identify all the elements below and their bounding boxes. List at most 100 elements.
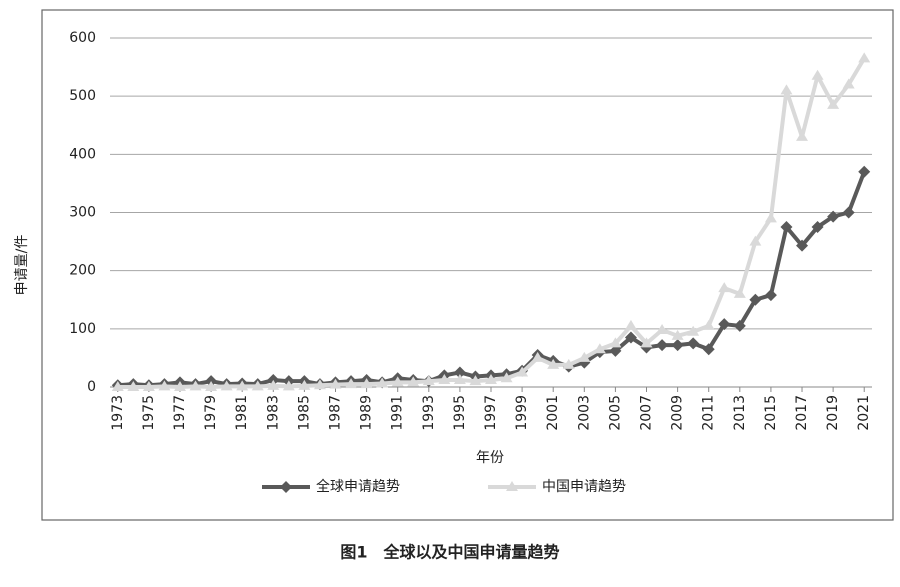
triangle-marker [593,343,606,354]
y-tick-label: 100 [69,321,96,337]
x-tick-label: 1977 [172,395,188,431]
diamond-marker [842,206,855,219]
x-tick-label: 2015 [763,395,779,431]
triangle-marker [111,381,124,391]
x-tick-label: 1997 [483,395,499,431]
triangle-marker [749,235,762,246]
x-tick-label: 1991 [390,395,406,431]
x-tick-label: 1973 [110,395,126,431]
triangle-marker [360,378,373,389]
triangle-marker [453,374,466,385]
x-tick-label: 2021 [856,395,872,431]
x-axis-label: 年份 [476,450,504,466]
x-tick-label: 2011 [701,395,717,431]
triangle-marker [842,78,855,89]
triangle-marker [733,287,746,298]
triangle-marker [313,379,326,390]
diamond-marker [624,331,637,344]
y-tick-label: 300 [69,205,96,221]
triangle-marker [376,377,389,388]
triangle-marker [236,380,249,391]
legend-label: 中国申请趋势 [542,479,626,495]
chart-frame [41,9,894,521]
triangle-marker [173,381,186,391]
triangle-marker [329,378,342,389]
y-tick-label: 0 [87,379,96,395]
triangle-marker [624,319,637,330]
triangle-marker [858,52,871,63]
y-tick-label: 200 [69,263,96,279]
triangle-marker [267,379,280,390]
triangle-marker [127,381,140,391]
triangle-marker [578,351,591,362]
triangle-marker [702,319,715,330]
diamond-marker [280,481,292,493]
triangle-marker [609,337,622,348]
triangle-marker [298,379,311,390]
x-tick-label: 1983 [265,395,281,431]
triangle-marker [780,84,793,95]
diamond-marker [858,165,871,178]
triangle-marker [547,358,560,369]
diamond-marker [656,339,669,352]
diamond-marker [609,344,622,357]
triangle-marker [718,282,731,293]
triangle-marker [506,481,518,491]
diamond-marker [733,319,746,332]
diamond-marker [718,318,731,331]
triangle-marker [687,325,700,336]
caption: 图1 全球以及中国申请量趋势 [340,543,559,562]
triangle-marker [811,69,824,80]
triangle-marker [189,380,202,391]
x-tick-label: 1993 [421,395,437,431]
triangle-marker [500,372,513,383]
x-tick-label: 2017 [794,395,810,431]
triangle-marker [656,323,669,334]
x-tick-label: 1995 [452,395,468,431]
triangle-marker [220,380,233,391]
y-tick-label: 600 [69,30,96,46]
triangle-marker [640,337,653,348]
x-tick-label: 2007 [639,395,655,431]
x-tick-label: 2009 [670,395,686,431]
diamond-marker [827,210,840,223]
triangle-marker [796,130,809,141]
x-tick-label: 2019 [825,395,841,431]
x-tick-label: 1989 [359,395,375,431]
x-tick-label: 1987 [327,395,343,431]
diamond-marker [764,289,777,302]
y-tick-label: 500 [69,88,96,104]
x-tick-label: 2005 [607,395,623,431]
x-tick-label: 1975 [141,395,157,431]
legend-label: 全球申请趋势 [316,478,400,495]
triangle-marker [407,376,420,387]
triangle-marker [438,374,451,385]
triangle-marker [251,380,264,391]
x-tick-label: 2003 [576,395,592,431]
diamond-marker [687,337,700,350]
x-tick-label: 1981 [234,395,250,431]
x-tick-label: 2013 [732,395,748,431]
diamond-marker [702,343,715,356]
triangle-marker [516,366,529,377]
diamond-marker [811,221,824,234]
y-axis-label: 申请量/件 [14,235,30,296]
x-tick-label: 2001 [545,395,561,431]
triangle-marker [671,329,684,340]
triangle-marker [531,351,544,362]
triangle-marker [422,375,435,386]
triangle-marker [764,212,777,223]
x-tick-label: 1985 [296,395,312,431]
diamond-marker [780,221,793,234]
x-tick-label: 1979 [203,395,219,431]
triangle-marker [345,378,358,389]
triangle-marker [142,381,155,391]
triangle-marker [282,380,295,391]
series-line [117,57,866,389]
diamond-marker [796,239,809,252]
diamond-marker [453,366,466,379]
x-tick-label: 1999 [514,395,530,431]
triangle-marker [158,380,171,391]
triangle-marker [205,381,218,391]
diamond-marker [671,339,684,352]
